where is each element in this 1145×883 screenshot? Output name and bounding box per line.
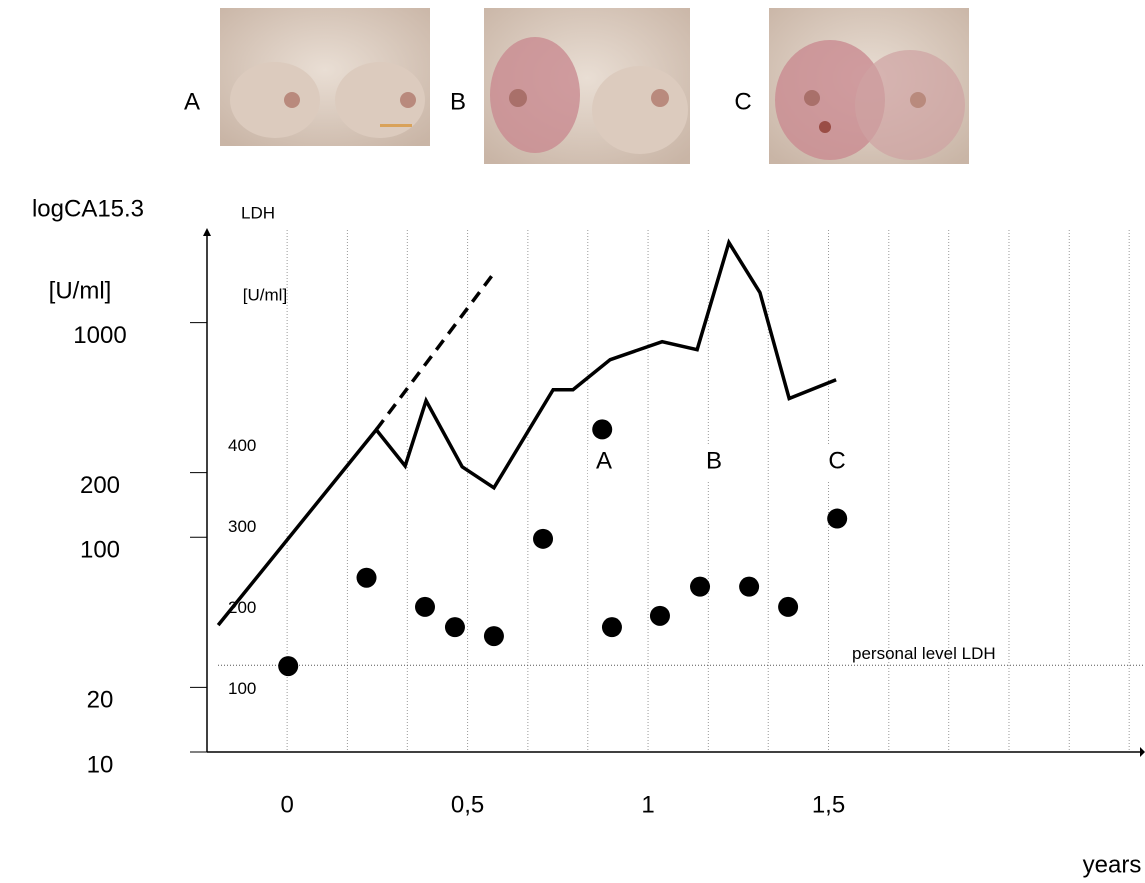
y-axis-title: [U/ml]: [49, 277, 112, 304]
x-tick-label: 0: [280, 791, 293, 818]
y2-tick-label: 100: [228, 679, 256, 698]
data-point: [827, 509, 847, 529]
chart: A B C logCA15.3 [U/ml] LDH [U/ml] years …: [0, 0, 1145, 883]
data-point: [357, 568, 377, 588]
y2-tick-label: 400: [228, 436, 256, 455]
data-point: [592, 419, 612, 439]
photo: [769, 8, 969, 164]
data-point: [690, 577, 710, 597]
y2-tick-label: 300: [228, 517, 256, 536]
x-axis-title: years: [1083, 851, 1142, 878]
annotation: A: [596, 447, 612, 474]
data-point: [739, 577, 759, 597]
y-tick-label: 200: [80, 472, 120, 499]
data-point: [415, 597, 435, 617]
data-point: [650, 606, 670, 626]
data-point: [602, 617, 622, 637]
y-tick-label: 20: [87, 687, 114, 714]
photo: [484, 8, 690, 164]
y-tick-label: 10: [87, 751, 114, 778]
data-point: [445, 617, 465, 637]
photo: [220, 8, 430, 146]
data-point: [533, 529, 553, 549]
reference-label: personal level LDH: [852, 644, 996, 663]
photo-label: B: [450, 88, 466, 115]
x-tick-label: 1,5: [812, 791, 845, 818]
x-tick-label: 1: [641, 791, 654, 818]
data-point: [778, 597, 798, 617]
data-line: [218, 243, 836, 626]
annotation: B: [706, 447, 722, 474]
data-point: [484, 626, 504, 646]
data-line: [376, 272, 495, 430]
photo-label: C: [734, 88, 751, 115]
x-tick-label: 0,5: [451, 791, 484, 818]
y2-axis-title: LDH: [241, 203, 275, 222]
data-point: [278, 656, 298, 676]
x-axis-arrow: [1140, 747, 1145, 757]
y2-axis-title: [U/ml]: [243, 285, 287, 304]
y-axis-title: logCA15.3: [32, 195, 144, 222]
plot: personal level LDH 0 0,5 1 1,5 10 20 100 200 1000…: [73, 228, 1145, 818]
annotation: C: [828, 447, 845, 474]
y-axis-arrow: [203, 228, 211, 236]
photo-label: A: [184, 88, 200, 115]
y-tick-label: 100: [80, 537, 120, 564]
y-tick-label: 1000: [73, 322, 126, 349]
